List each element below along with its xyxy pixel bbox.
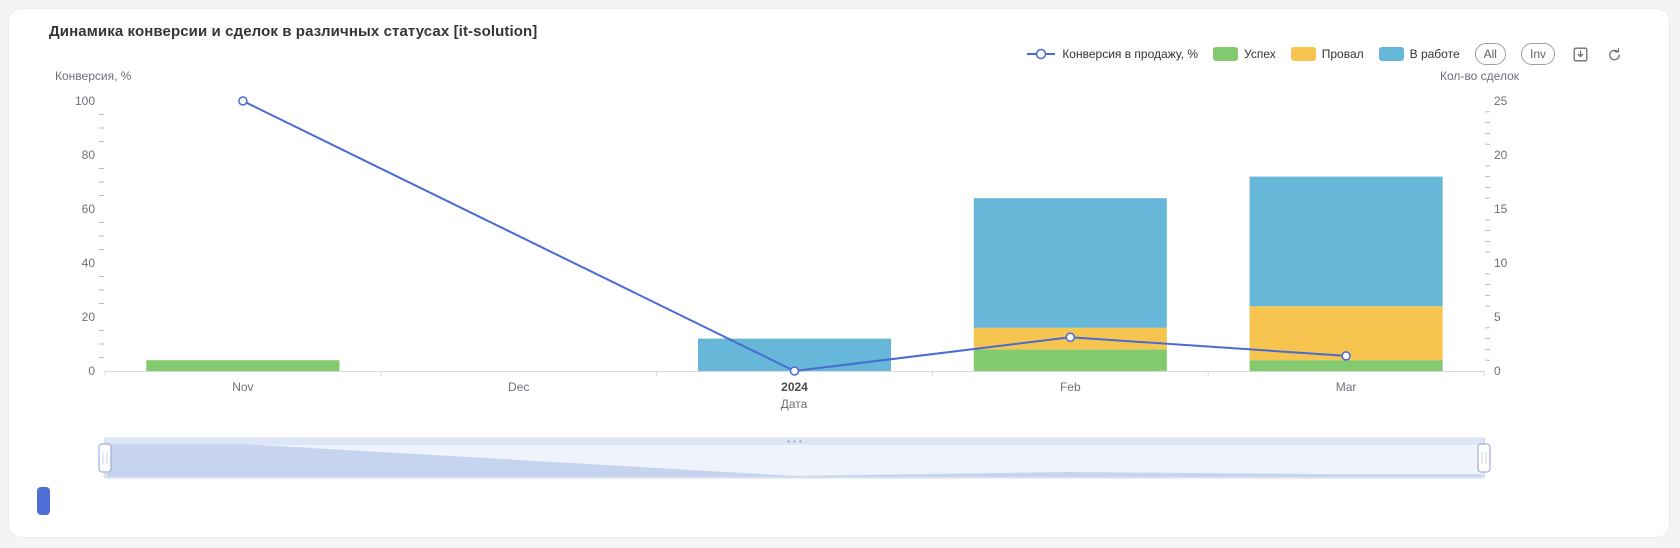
left-axis-tick-label: 40 bbox=[82, 256, 96, 270]
bar-segment[interactable] bbox=[973, 349, 1167, 371]
legend-label: Провал bbox=[1321, 47, 1364, 61]
legend-swatch bbox=[1213, 47, 1238, 61]
line-marker[interactable] bbox=[238, 96, 248, 106]
datazoom-handle-left[interactable] bbox=[98, 443, 112, 473]
x-axis-category-label: Dec bbox=[508, 380, 529, 394]
left-axis-tick-label: 0 bbox=[88, 364, 95, 378]
legend-label: Конверсия в продажу, % bbox=[1062, 47, 1198, 61]
bar-segment[interactable] bbox=[1249, 360, 1443, 371]
line-series[interactable] bbox=[242, 100, 1347, 372]
bar-segment[interactable] bbox=[1249, 176, 1443, 307]
chart-card: Динамика конверсии и сделок в различных … bbox=[8, 8, 1670, 538]
line-marker[interactable] bbox=[1065, 332, 1076, 342]
x-axis-category-label: 2024 bbox=[781, 380, 808, 394]
save-image-icon[interactable] bbox=[1572, 46, 1589, 63]
datazoom-handle-right[interactable] bbox=[1477, 443, 1491, 473]
x-axis-name: Дата bbox=[780, 397, 808, 411]
chart-title: Динамика конверсии и сделок в различных … bbox=[49, 23, 538, 40]
all-button[interactable]: All bbox=[1474, 43, 1506, 65]
datazoom-grip-dot bbox=[799, 440, 802, 443]
legend-swatch bbox=[1378, 47, 1404, 61]
x-axis-category-label: Feb bbox=[1060, 380, 1081, 394]
legend-bar-items: Успех Провал В работе bbox=[1213, 47, 1460, 61]
left-axis-tick-label: 100 bbox=[75, 94, 95, 108]
left-axis-name: Конверсия, % bbox=[55, 69, 132, 83]
left-axis-tick-label: 20 bbox=[82, 310, 96, 324]
line-legend-icon bbox=[1027, 48, 1056, 60]
line-marker[interactable] bbox=[789, 366, 800, 376]
datazoom-data-shadow bbox=[107, 444, 1482, 477]
bar-segment[interactable] bbox=[146, 360, 340, 371]
right-axis-name: Кол-во сделок bbox=[1440, 69, 1519, 83]
legend-item-conversion-line[interactable]: Конверсия в продажу, % bbox=[1026, 47, 1198, 61]
right-axis-tick-label: 25 bbox=[1494, 94, 1508, 108]
legend-item-success[interactable]: Успех bbox=[1213, 47, 1276, 61]
x-axis-category-label: Mar bbox=[1336, 380, 1357, 394]
datazoom-grip-dot bbox=[787, 440, 790, 443]
legend-swatch bbox=[1290, 47, 1316, 61]
right-axis-tick-label: 15 bbox=[1494, 202, 1508, 216]
legend: Конверсия в продажу, % Успех Провал В рабо… bbox=[1026, 43, 1623, 65]
bar-segment[interactable] bbox=[697, 338, 892, 371]
right-axis-tick-label: 0 bbox=[1494, 364, 1501, 378]
line-marker[interactable] bbox=[1341, 351, 1351, 361]
legend-item-fail[interactable]: Провал bbox=[1290, 47, 1364, 61]
datazoom-grip-dot bbox=[793, 440, 796, 443]
chart-canvas: 0 20 40 60 80 100 0 5 10 15 20 25 Nov Dec 2024 Feb Mar bbox=[75, 94, 1508, 479]
legend-label: Успех bbox=[1244, 47, 1276, 61]
left-axis-tick-label: 60 bbox=[82, 202, 96, 216]
left-axis-tick-label: 80 bbox=[82, 148, 96, 162]
corner-accent bbox=[37, 487, 50, 515]
bar-segment[interactable] bbox=[973, 198, 1167, 328]
x-axis-category-label: Nov bbox=[232, 380, 253, 394]
inv-button[interactable]: Inv bbox=[1520, 43, 1555, 65]
right-axis-tick-label: 20 bbox=[1494, 148, 1508, 162]
restore-icon[interactable] bbox=[1606, 46, 1623, 63]
legend-label: В работе bbox=[1409, 47, 1460, 61]
right-axis-tick-label: 5 bbox=[1494, 310, 1501, 324]
legend-item-inprogress[interactable]: В работе bbox=[1378, 47, 1460, 61]
right-axis-tick-label: 10 bbox=[1494, 256, 1508, 270]
